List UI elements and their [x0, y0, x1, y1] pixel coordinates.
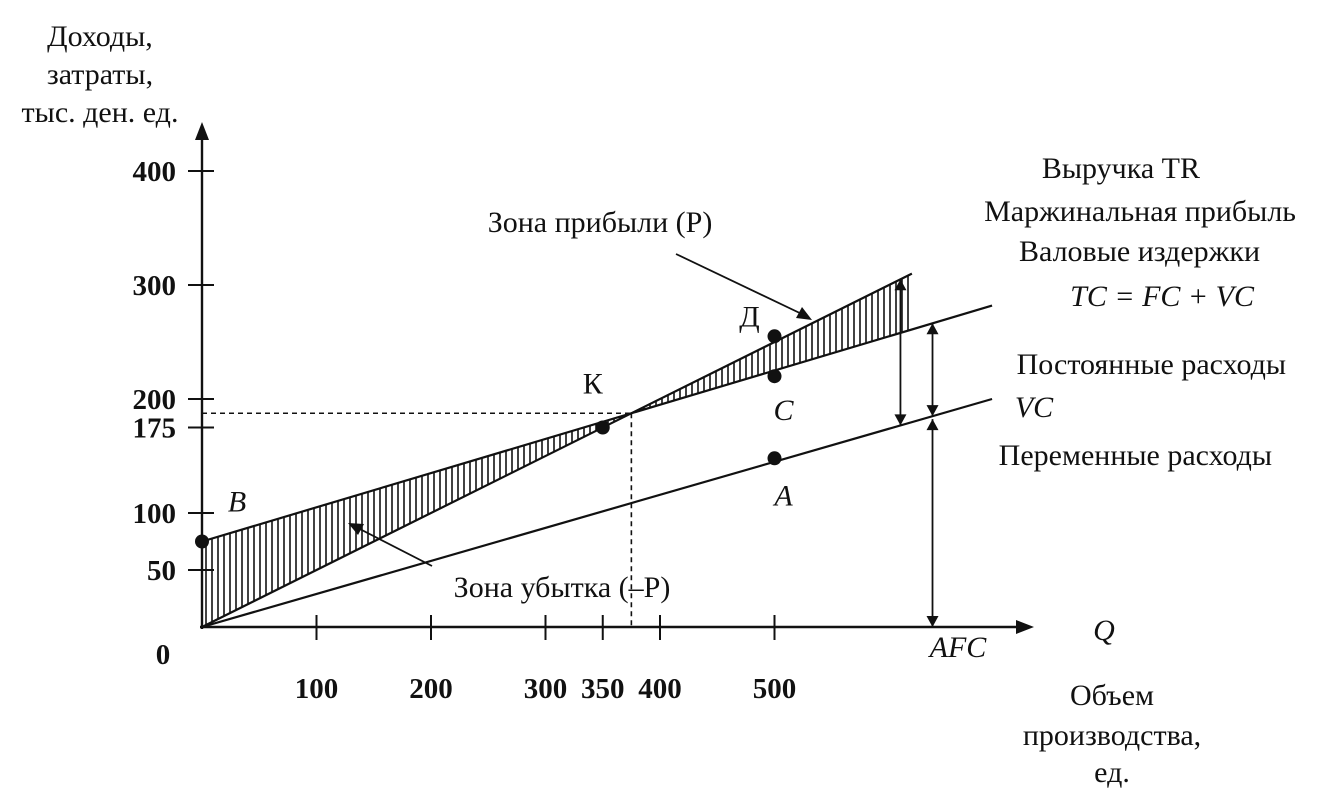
x-axis-title-line-2: производства,	[1023, 719, 1201, 752]
label-variable-costs: Переменные расходы	[999, 439, 1272, 472]
point-Д	[767, 329, 782, 344]
loss-zone-pointer	[353, 525, 433, 567]
point-К	[595, 420, 610, 435]
series-line-vc	[201, 397, 993, 629]
variable-costs-arrow-top	[926, 419, 939, 431]
x-tick-label: 200	[409, 673, 453, 705]
point-A	[767, 451, 782, 466]
label-tc-formula: TC = FC + VC	[1070, 280, 1255, 313]
point-B	[195, 534, 209, 549]
x-axis-arrow	[1016, 620, 1034, 634]
label-vc: VC	[1015, 391, 1054, 424]
x-tick-label: 100	[295, 673, 339, 705]
y-tick-label: 300	[133, 270, 177, 302]
y-axis-title-line-1: Доходы,	[47, 20, 153, 53]
label-marginal-profit: Маржинальная прибыль	[984, 195, 1296, 228]
profit-zone-pointer	[675, 253, 807, 317]
loss-zone-pointer-head	[348, 523, 364, 535]
x-tick-label: 300	[524, 673, 568, 705]
point-label-Д: Д	[739, 300, 759, 333]
x-tick-label: 500	[753, 673, 797, 705]
y-tick-label: 175	[133, 413, 177, 445]
y-axis-arrow	[195, 122, 209, 140]
label-afc: AFC	[928, 631, 988, 664]
x-axis-symbol: Q	[1093, 614, 1115, 647]
origin-label: 0	[156, 639, 171, 671]
x-axis-title-line-3: ед.	[1094, 756, 1130, 789]
x-tick-label: 400	[638, 673, 682, 705]
fixed-costs-arrow-bottom	[926, 405, 939, 417]
profit-zone-pointer-head	[796, 307, 812, 320]
x-axis-title-line-1: Объем	[1070, 679, 1154, 712]
marginal-profit-arrow-bottom	[894, 414, 907, 426]
label-fixed-costs: Постоянные расходы	[1017, 348, 1286, 381]
point-label-C: C	[773, 394, 794, 427]
label-gross-costs: Валовые издержки	[1019, 235, 1260, 268]
label-profit-zone: Зона прибыли (P)	[488, 206, 713, 239]
marginal-profit-arrow-top	[894, 279, 907, 291]
y-tick-label: 100	[133, 498, 177, 530]
label-loss-zone: Зона убытка (–P)	[454, 571, 671, 604]
y-tick-label: 200	[133, 384, 177, 416]
y-tick-label: 50	[147, 555, 176, 587]
point-C	[767, 369, 782, 384]
point-label-B: B	[228, 486, 246, 519]
y-tick-label: 400	[133, 156, 177, 188]
variable-costs-arrow-bottom	[926, 616, 939, 627]
y-axis-title-line-3: тыс. ден. ед.	[22, 96, 179, 129]
fixed-costs-arrow-top	[926, 323, 939, 335]
series-line-tr	[201, 272, 913, 628]
label-revenue-tr: Выручка TR	[1042, 152, 1200, 185]
point-label-К: К	[583, 368, 604, 401]
y-axis-title-line-2: затраты,	[47, 58, 153, 91]
x-tick-label: 350	[581, 673, 625, 705]
point-label-A: A	[772, 479, 793, 512]
